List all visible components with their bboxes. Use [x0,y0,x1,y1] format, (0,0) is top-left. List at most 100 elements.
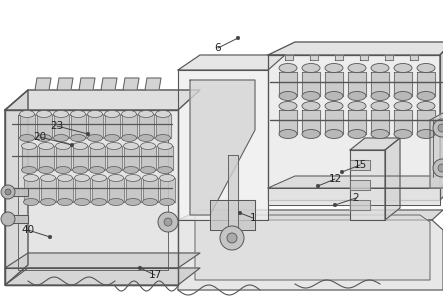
Polygon shape [350,180,370,190]
Polygon shape [20,114,35,138]
Polygon shape [92,178,107,202]
Ellipse shape [22,167,36,174]
Ellipse shape [39,167,54,174]
Polygon shape [417,72,435,96]
Polygon shape [371,110,389,134]
Polygon shape [160,178,175,202]
Polygon shape [335,55,343,60]
Polygon shape [350,138,400,150]
Polygon shape [302,72,320,96]
Circle shape [438,164,443,172]
Circle shape [70,143,74,147]
Polygon shape [126,178,141,202]
Text: 40: 40 [21,225,35,235]
Circle shape [138,266,142,270]
Text: 15: 15 [354,160,367,170]
Ellipse shape [109,199,124,206]
Polygon shape [143,178,158,202]
Ellipse shape [325,130,343,139]
Polygon shape [279,72,297,96]
Ellipse shape [36,110,51,118]
Ellipse shape [109,174,124,181]
Ellipse shape [302,102,320,110]
Ellipse shape [39,143,54,150]
Ellipse shape [140,143,155,150]
Circle shape [340,170,344,174]
Circle shape [1,185,15,199]
Ellipse shape [58,174,73,181]
Ellipse shape [40,199,55,206]
Ellipse shape [417,92,435,101]
Polygon shape [105,114,120,138]
Ellipse shape [125,174,140,181]
Polygon shape [385,55,393,60]
Polygon shape [107,146,122,170]
Ellipse shape [124,167,139,174]
Ellipse shape [155,110,171,118]
Ellipse shape [124,143,139,150]
Polygon shape [178,210,443,220]
Polygon shape [350,150,385,220]
Ellipse shape [417,64,435,72]
Ellipse shape [371,64,389,72]
Polygon shape [268,42,443,55]
Polygon shape [430,108,443,188]
Ellipse shape [371,130,389,139]
Polygon shape [57,78,73,90]
Ellipse shape [325,92,343,101]
Polygon shape [35,78,51,90]
Ellipse shape [279,130,297,139]
Ellipse shape [105,110,120,118]
Polygon shape [279,110,297,134]
Ellipse shape [394,64,412,72]
Polygon shape [5,268,200,285]
Polygon shape [410,55,418,60]
Ellipse shape [279,102,297,110]
Ellipse shape [54,134,69,141]
Ellipse shape [155,134,171,141]
Polygon shape [348,72,366,96]
Text: 1: 1 [250,213,256,223]
Polygon shape [145,78,161,90]
Ellipse shape [23,174,39,181]
Polygon shape [37,114,52,138]
Polygon shape [348,110,366,134]
Polygon shape [73,146,88,170]
Ellipse shape [348,102,366,110]
Ellipse shape [40,174,55,181]
Polygon shape [178,55,285,70]
Circle shape [158,212,178,232]
Polygon shape [5,253,200,268]
Ellipse shape [417,130,435,139]
Polygon shape [5,90,28,285]
Polygon shape [5,110,178,285]
Polygon shape [39,146,54,170]
Ellipse shape [22,143,36,150]
Ellipse shape [279,92,297,101]
Ellipse shape [70,134,85,141]
Ellipse shape [325,64,343,72]
Ellipse shape [348,92,366,101]
Ellipse shape [139,110,154,118]
Polygon shape [139,114,154,138]
Ellipse shape [54,110,69,118]
Ellipse shape [348,64,366,72]
Text: 12: 12 [328,174,342,184]
Polygon shape [24,178,39,202]
Polygon shape [79,78,95,90]
Polygon shape [385,138,400,220]
Ellipse shape [36,134,51,141]
Polygon shape [88,114,103,138]
Text: 6: 6 [215,43,222,53]
Text: 17: 17 [148,270,162,280]
Ellipse shape [106,167,121,174]
Polygon shape [109,178,124,202]
Ellipse shape [143,199,158,206]
Ellipse shape [302,130,320,139]
Polygon shape [302,110,320,134]
Circle shape [5,189,11,195]
Polygon shape [141,146,156,170]
Polygon shape [54,114,69,138]
Ellipse shape [158,167,172,174]
Circle shape [433,119,443,137]
